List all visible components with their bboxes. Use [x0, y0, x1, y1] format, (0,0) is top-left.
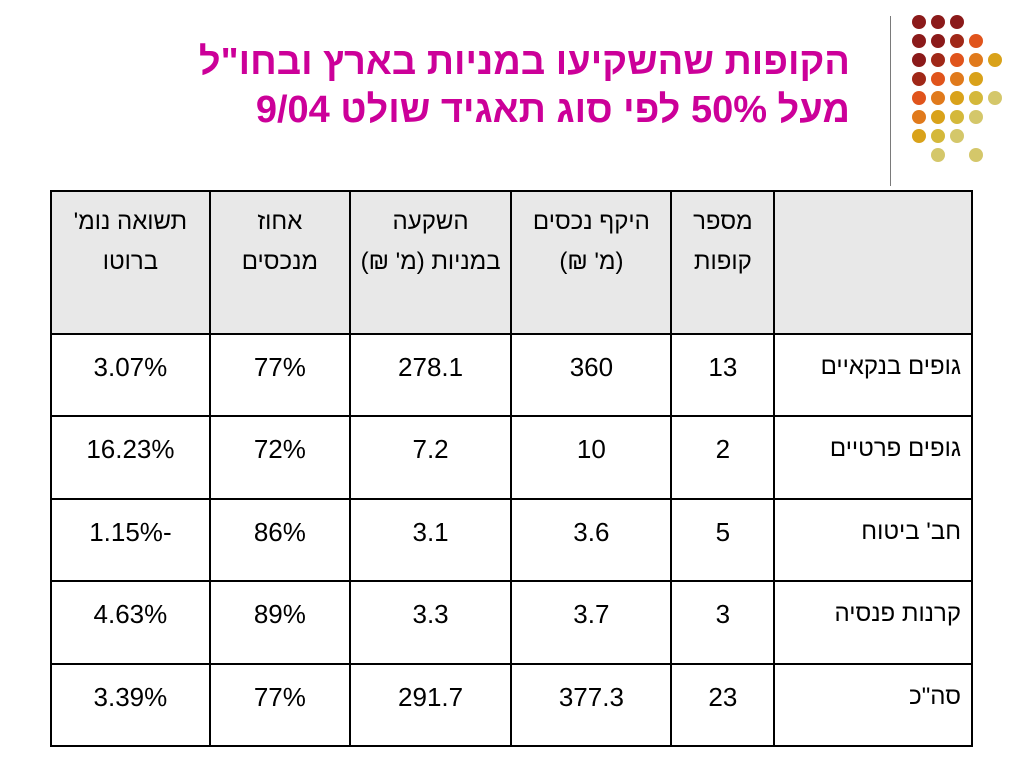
cell-gross-return: 3.39% [50, 662, 211, 748]
cell-percent-of-assets: 72% [208, 415, 351, 500]
cell-equity-investment: 3.1 [348, 497, 513, 583]
cell-percent-of-assets: 89% [208, 580, 351, 665]
cell-assets: 10 [510, 415, 673, 500]
title-line-1: הקופות שהשקיעו במניות בארץ ובחו"ל [198, 41, 850, 83]
cell-percent-of-assets: 77% [208, 333, 351, 418]
cell-fund-count: 5 [670, 497, 776, 583]
row-label: גופים פרטיים [773, 415, 973, 500]
row-label: סה"כ [773, 662, 973, 748]
table-row: סה"כ 23 377.3 291.7 77% 3.39% [50, 662, 973, 748]
decorative-dots-icon [912, 15, 1002, 162]
cell-gross-return: 4.63% [50, 580, 211, 665]
table-row: חב' ביטוח 5 3.6 3.1 86% -1.15% [50, 497, 973, 583]
table-row: קרנות פנסיה 3 3.7 3.3 89% 4.63% [50, 580, 973, 665]
cell-assets: 360 [510, 333, 673, 418]
funds-table: מספר קופות היקף נכסים (מ' ₪) השקעה במניו… [50, 189, 973, 748]
cell-equity-investment: 291.7 [348, 662, 513, 748]
cell-gross-return: 16.23% [50, 415, 211, 500]
table-row: גופים פרטיים 2 10 7.2 72% 16.23% [50, 415, 973, 500]
cell-percent-of-assets: 86% [208, 497, 351, 583]
header-assets: היקף נכסים (מ' ₪) [510, 189, 673, 336]
cell-equity-investment: 278.1 [348, 333, 513, 418]
header-equity-investment: השקעה במניות (מ' ₪) [348, 189, 513, 336]
cell-assets: 3.7 [510, 580, 673, 665]
cell-fund-count: 3 [670, 580, 776, 665]
table-header-row: מספר קופות היקף נכסים (מ' ₪) השקעה במניו… [50, 189, 973, 336]
header-gross-return: תשואה נומ' ברוטו [50, 189, 211, 336]
table-row: גופים בנקאיים 13 360 278.1 77% 3.07% [50, 333, 973, 418]
row-label: חב' ביטוח [773, 497, 973, 583]
cell-equity-investment: 7.2 [348, 415, 513, 500]
cell-assets: 377.3 [510, 662, 673, 748]
slide-title: הקופות שהשקיעו במניות בארץ ובחו"ל מעל 50… [60, 38, 850, 134]
header-fund-count: מספר קופות [670, 189, 776, 336]
header-category [773, 189, 973, 336]
header-percent-of-assets: אחוז מנכסים [208, 189, 351, 336]
cell-percent-of-assets: 77% [208, 662, 351, 748]
title-divider [890, 16, 891, 186]
cell-fund-count: 23 [670, 662, 776, 748]
cell-assets: 3.6 [510, 497, 673, 583]
cell-equity-investment: 3.3 [348, 580, 513, 665]
cell-gross-return: 3.07% [50, 333, 211, 418]
cell-fund-count: 13 [670, 333, 776, 418]
title-line-2: מעל 50% לפי סוג תאגיד שולט 9/04 [255, 89, 850, 131]
row-label: גופים בנקאיים [773, 333, 973, 418]
cell-fund-count: 2 [670, 415, 776, 500]
row-label: קרנות פנסיה [773, 580, 973, 665]
cell-gross-return: -1.15% [50, 497, 211, 583]
